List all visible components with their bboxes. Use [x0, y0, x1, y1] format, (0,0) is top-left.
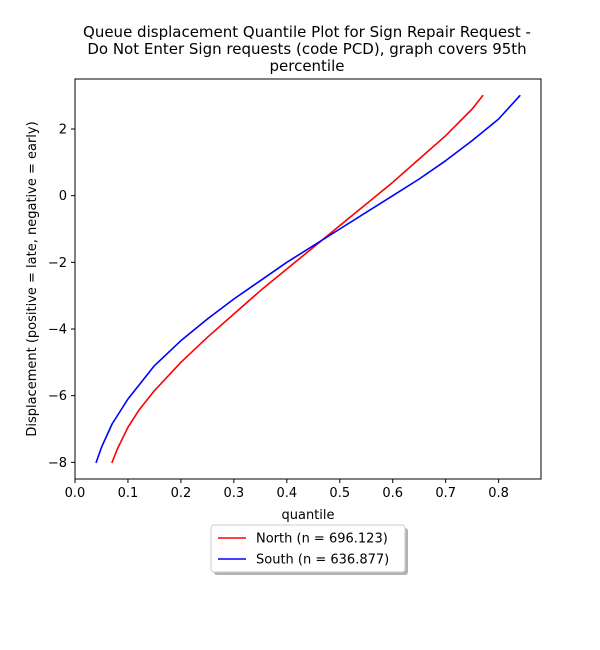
chart-title-line-2: Do Not Enter Sign requests (code PCD), g… — [87, 40, 526, 58]
y-axis-label: Displacement (positive = late, negative … — [25, 121, 40, 436]
y-tick-label: −8 — [48, 456, 67, 471]
chart-title-line-3: percentile — [269, 57, 344, 75]
plot-area-frame — [74, 78, 542, 480]
x-tick-label: 0.4 — [276, 486, 297, 501]
series-line-north — [111, 94, 484, 464]
x-axis-label: quantile — [281, 508, 334, 523]
x-tick-label: 0.1 — [118, 486, 139, 501]
series-layer — [95, 94, 521, 464]
legend-label-south: South (n = 636.877) — [256, 553, 389, 568]
series-line-south — [95, 94, 521, 464]
x-tick-label: 0.7 — [435, 486, 456, 501]
chart-title-line-1: Queue displacement Quantile Plot for Sig… — [83, 23, 531, 41]
y-tick-label: −4 — [48, 323, 67, 338]
x-tick-label: 0.0 — [65, 486, 86, 501]
legend-box — [210, 524, 406, 573]
y-axis-ticks: 2 0 −2 −4 −6 −8 — [48, 123, 75, 471]
x-tick-label: 0.8 — [488, 486, 509, 501]
x-tick-label: 0.6 — [382, 486, 403, 501]
x-tick-label: 0.3 — [224, 486, 245, 501]
x-tick-label: 0.5 — [329, 486, 350, 501]
y-tick-label: 0 — [59, 189, 67, 204]
legend: North (n = 696.123) South (n = 636.877) — [210, 524, 408, 575]
chart-title: Queue displacement Quantile Plot for Sig… — [83, 23, 531, 75]
x-axis-ticks: 0.0 0.1 0.2 0.3 0.4 0.5 0.6 0.7 0.8 — [65, 479, 509, 501]
x-tick-label: 0.2 — [171, 486, 192, 501]
legend-label-north: North (n = 696.123) — [256, 532, 388, 547]
y-tick-label: 2 — [59, 123, 67, 138]
y-tick-label: −6 — [48, 389, 67, 404]
legend-items: North (n = 696.123) South (n = 636.877) — [218, 532, 389, 568]
y-tick-label: −2 — [48, 256, 67, 271]
